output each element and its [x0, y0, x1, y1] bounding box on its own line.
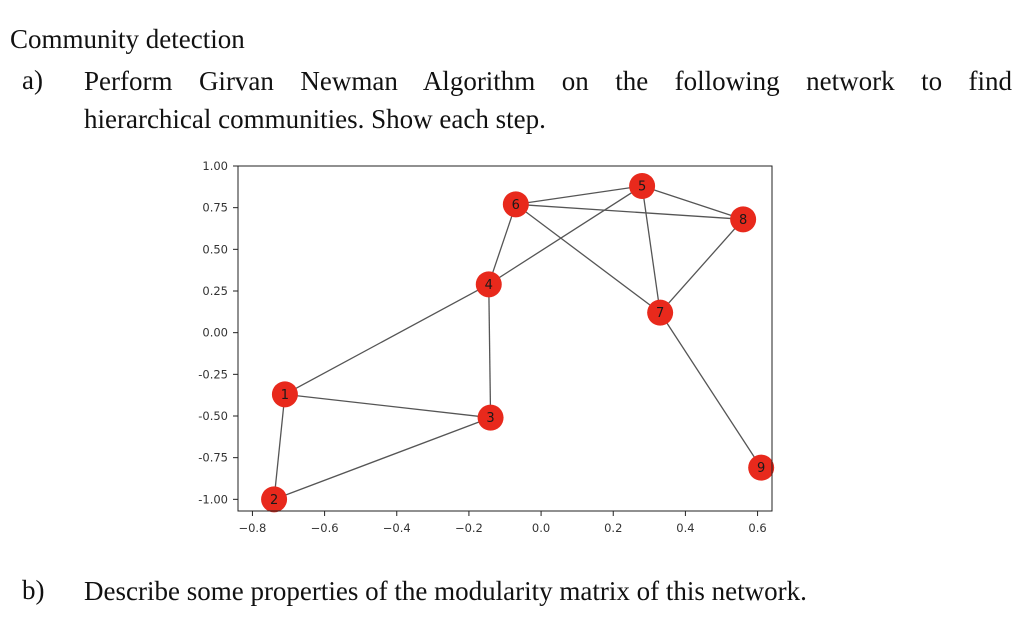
y-tick-label: 0.25 [202, 284, 228, 298]
node-circle [271, 381, 298, 408]
edge-1-3 [284, 393, 491, 419]
question-a-line1: Perform Girvan Newman Algorithm on the f… [84, 62, 1012, 100]
nodes-layer: 1 2 3 4 5 6 7 8 9 [261, 173, 775, 513]
page-heading: Community detection [10, 24, 245, 54]
question-a-line2: hierarchical communities. Show each step… [84, 104, 546, 134]
x-tick-label: −0.6 [311, 521, 339, 535]
y-tick-label: -1.00 [198, 492, 228, 506]
node-label: 3 [486, 411, 494, 426]
node-7: 7 [647, 299, 674, 326]
y-tick-label: -0.25 [198, 367, 228, 381]
node-circle [730, 206, 757, 233]
node-3: 3 [477, 404, 504, 431]
edge-5-7 [641, 185, 661, 313]
edge-7-9 [659, 312, 762, 469]
edge-7-8 [659, 218, 744, 314]
edge-3-4 [488, 284, 492, 418]
node-circle [261, 486, 288, 513]
node-circle [629, 173, 656, 199]
question-a-word: the [615, 66, 649, 96]
node-2: 2 [261, 486, 288, 513]
node-label: 9 [757, 461, 765, 476]
edges-layer [273, 185, 762, 500]
node-4: 4 [475, 271, 502, 298]
edge-6-8 [515, 203, 744, 220]
node-6: 6 [502, 191, 529, 218]
edge-1-2 [273, 394, 286, 500]
x-tick-label: 0.4 [676, 521, 694, 535]
x-tick-label: −0.8 [238, 521, 266, 535]
node-label: 4 [485, 278, 493, 293]
node-label: 2 [270, 493, 278, 508]
edge-4-5 [488, 185, 643, 285]
question-a-word: to [921, 66, 943, 96]
x-tick-label: 0.2 [604, 521, 622, 535]
x-axis: −0.8 −0.6 −0.4 −0.2 0.0 0.2 0.4 0.6 [238, 511, 767, 535]
question-b-label: b) [22, 575, 45, 605]
node-5: 5 [629, 173, 656, 199]
node-label: 6 [512, 198, 520, 213]
question-a-text: Perform Girvan Newman Algorithm on the f… [84, 62, 1012, 138]
y-axis: 1.00 0.75 0.50 0.25 0.00 -0.25 -0.50 -0.75 -1.00 [198, 159, 238, 506]
y-tick-label: 0.00 [202, 326, 228, 340]
y-tick-label: -0.75 [198, 451, 228, 465]
question-a-word: network [806, 66, 895, 96]
node-8: 8 [730, 206, 757, 233]
question-a-word: on [561, 66, 589, 96]
question-a-word: following [674, 66, 780, 96]
edge-4-6 [488, 204, 517, 285]
node-circle [502, 191, 529, 218]
y-tick-label: -0.50 [198, 409, 228, 423]
node-label: 5 [638, 180, 646, 195]
question-a-word: find [968, 66, 1013, 96]
question-a-word: Algorithm [422, 66, 536, 96]
y-tick-label: 0.75 [202, 201, 228, 215]
node-circle [647, 299, 674, 326]
edge-1-4 [284, 283, 490, 395]
node-1: 1 [271, 381, 298, 408]
node-circle [475, 271, 502, 298]
y-tick-label: 0.50 [202, 242, 228, 256]
x-tick-label: 0.6 [748, 521, 766, 535]
question-a-word: Newman [300, 66, 398, 96]
question-a-label: a) [22, 65, 43, 95]
edge-5-8 [641, 185, 744, 220]
node-circle [748, 454, 775, 481]
question-b-text: Describe some properties of the modulari… [84, 576, 807, 606]
x-tick-label: −0.2 [455, 521, 483, 535]
y-tick-label: 1.00 [202, 159, 228, 173]
edge-2-3 [273, 417, 491, 500]
node-circle [477, 404, 504, 431]
question-a-word: Girvan [198, 66, 274, 96]
plot-frame [237, 165, 773, 512]
edge-6-7 [515, 203, 661, 314]
node-label: 8 [739, 213, 747, 228]
edge-5-6 [515, 185, 643, 205]
node-label: 7 [656, 306, 664, 321]
x-tick-label: 0.0 [532, 521, 550, 535]
question-a-word: Perform [84, 66, 173, 96]
node-label: 1 [281, 388, 289, 403]
node-9: 9 [748, 454, 775, 481]
x-tick-label: −0.4 [383, 521, 411, 535]
